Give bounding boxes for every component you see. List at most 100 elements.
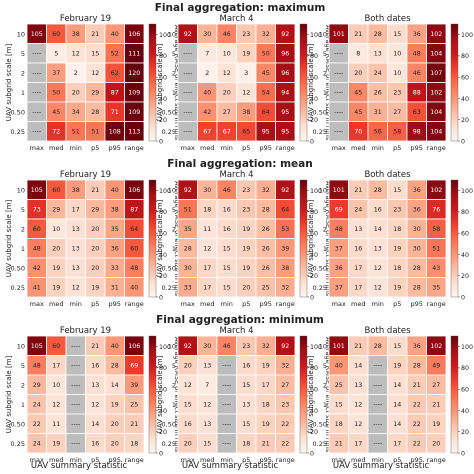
cell-value-label: 105 [31, 187, 43, 194]
colorbar-tick-label: 100 [310, 32, 322, 39]
cell-value-label: 38 [281, 265, 289, 272]
colorbar [299, 335, 308, 454]
cell-value-label: 92 [281, 187, 289, 194]
cell-value-label: 19 [91, 285, 99, 292]
cell-value-label: ---- [334, 70, 343, 77]
cell-value-label: 40 [111, 31, 119, 38]
cell-value-label: 24 [33, 402, 41, 409]
cell-value-label: 58 [393, 129, 401, 136]
cell-value-label: 102 [430, 343, 442, 350]
x-tick-label: p95 [260, 144, 272, 152]
y-tick-label: 10 [168, 342, 176, 350]
x-tick-label: range [276, 456, 295, 464]
x-tick-label: p95 [260, 456, 272, 464]
colorbar-tick-label: 80 [159, 209, 167, 216]
cell-value-label: 22 [281, 441, 289, 448]
y-tick-label: 5 [323, 206, 327, 214]
cell-value-label: 13 [72, 265, 80, 272]
cell-value-label: ---- [32, 109, 41, 116]
cell-value-label: 92 [184, 31, 192, 38]
cell-value-label: 29 [33, 382, 41, 389]
y-axis-label: UAV subgrid scale [m] [156, 355, 164, 433]
cell-value-label: 56 [374, 129, 382, 136]
cell-value-label: 20 [91, 226, 99, 233]
cell-value-label: 8 [356, 51, 360, 58]
colorbar-tick-label: 60 [310, 386, 318, 393]
heatmap-cell [275, 121, 296, 142]
panel-title: February 19 [60, 326, 111, 336]
cell-value-label: 60 [33, 226, 41, 233]
cell-value-label: 18 [393, 265, 401, 272]
cell-value-label: 73 [33, 207, 41, 214]
x-tick-label: p95 [411, 300, 423, 308]
colorbar-tick-label: 40 [310, 408, 318, 415]
cell-value-label: 12 [203, 402, 211, 409]
cell-value-label: 25 [262, 285, 270, 292]
y-axis-label: UAV subgrid scale [m] [5, 199, 13, 277]
y-tick-label: 0.50 [162, 108, 176, 116]
cell-value-label: ---- [71, 363, 80, 370]
cell-value-label: 15 [335, 402, 343, 409]
cell-value-label: 106 [128, 187, 140, 194]
cell-value-label: 12 [242, 90, 250, 97]
cell-value-label: 36 [111, 246, 119, 253]
cell-value-label: 95 [281, 109, 289, 116]
panel-title: Both dates [364, 14, 411, 24]
cell-value-label: 12 [354, 421, 362, 428]
cell-value-label: 88 [413, 90, 421, 97]
x-tick-label: med [49, 144, 63, 152]
y-tick-label: 2 [21, 69, 25, 77]
cell-value-label: 21 [91, 187, 99, 194]
y-tick-label: 5 [21, 50, 25, 58]
colorbar [148, 335, 157, 454]
y-axis-label: UAV subgrid scale [m] [307, 199, 315, 277]
cell-value-label: 15 [242, 382, 250, 389]
colorbar-tick-label: 0 [159, 138, 163, 145]
colorbar-tick-label: 20 [159, 117, 167, 124]
cell-value-label: 39 [130, 382, 138, 389]
cell-value-label: 12 [203, 246, 211, 253]
cell-value-label: 7 [205, 382, 209, 389]
y-tick-label: 0.25 [11, 128, 25, 136]
cell-value-label: 98 [413, 129, 421, 136]
cell-value-label: 36 [413, 343, 421, 350]
cell-value-label: ---- [222, 421, 231, 428]
cell-value-label: ---- [222, 441, 231, 448]
cell-value-label: 17 [354, 265, 362, 272]
cell-value-label: 35 [184, 226, 192, 233]
cell-value-label: 18 [130, 441, 138, 448]
cell-value-label: 38 [72, 31, 80, 38]
x-tick-label: max [332, 300, 346, 308]
cell-value-label: 12 [354, 402, 362, 409]
x-tick-label: p95 [109, 300, 121, 308]
cell-value-label: 15 [393, 31, 401, 38]
cell-value-label: 60 [52, 343, 60, 350]
cell-value-label: 28 [413, 265, 421, 272]
x-tick-label: p95 [411, 456, 423, 464]
cell-value-label: 24 [374, 70, 382, 77]
colorbar-tick-label: 60 [310, 74, 318, 81]
colorbar-tick-label: 40 [310, 96, 318, 103]
x-tick-label: p5 [393, 144, 401, 152]
cell-value-label: 17 [52, 363, 60, 370]
y-tick-label: 0.50 [11, 420, 25, 428]
panel-title: March 4 [219, 326, 253, 336]
cell-value-label: 14 [374, 226, 382, 233]
cell-value-label: 72 [52, 129, 60, 136]
cell-value-label: 13 [242, 402, 250, 409]
cell-value-label: 95 [281, 129, 289, 136]
cell-value-label: 102 [430, 31, 442, 38]
cell-value-label: ---- [334, 90, 343, 97]
colorbar-tick-label: 40 [461, 96, 469, 103]
panel-title: February 19 [60, 170, 111, 180]
x-tick-label: max [30, 456, 44, 464]
cell-value-label: 13 [91, 382, 99, 389]
cell-value-label: 46 [223, 31, 231, 38]
y-tick-label: 2 [21, 225, 25, 233]
cell-value-label: 26 [262, 265, 270, 272]
colorbar-tick-label: 40 [159, 408, 167, 415]
cell-value-label: 43 [432, 265, 440, 272]
colorbar-tick-label: 80 [461, 209, 469, 216]
